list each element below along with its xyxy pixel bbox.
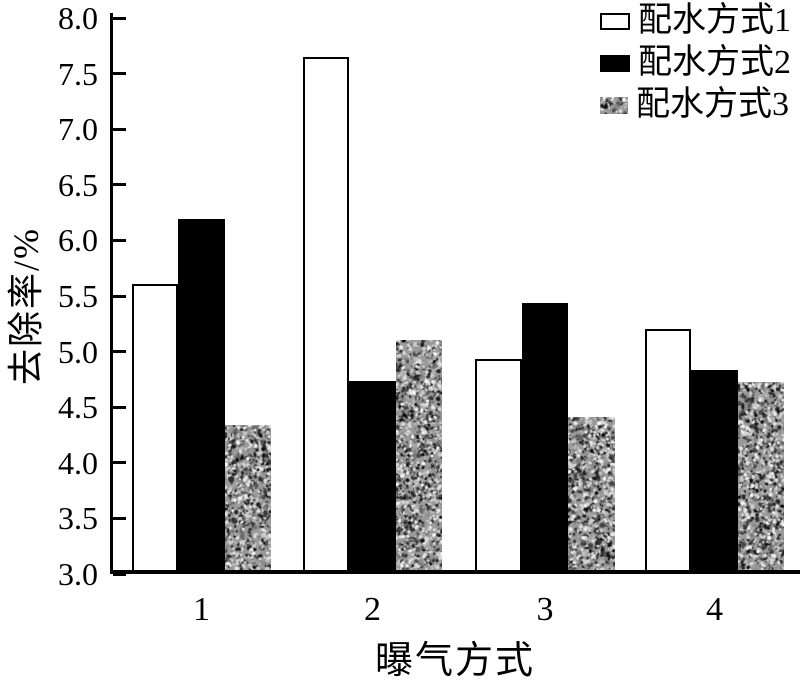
legend-swatch-配水方式1	[600, 13, 630, 30]
y-axis-tick-label: 3.0	[0, 554, 98, 594]
y-axis-tick-label: 4.0	[0, 443, 98, 483]
y-axis-tick-label: 8.0	[0, 0, 98, 38]
bar-配水方式2-cat1	[178, 219, 225, 570]
bar-配水方式3-cat4	[738, 382, 785, 570]
legend-item: 配水方式3	[600, 84, 791, 126]
bar-配水方式1-cat4	[645, 329, 692, 570]
y-axis-tick	[113, 239, 126, 242]
bar-配水方式2-cat3	[522, 303, 569, 570]
y-axis-tick-label: 7.0	[0, 109, 98, 149]
legend-label: 配水方式3	[636, 84, 789, 126]
y-axis-tick-label: 4.5	[0, 387, 98, 427]
bar-配水方式1-cat1	[132, 284, 179, 570]
x-axis-category-label: 2	[333, 590, 413, 630]
x-axis-category-label: 3	[505, 590, 585, 630]
x-axis-category-label: 1	[162, 590, 242, 630]
y-axis-tick	[113, 573, 126, 576]
bar-chart-figure: 去除率/% 3.0 3.5 4.0 4.5 5.0 5.5 6.0 6.5 7.0 7.5 8.0 1…	[0, 0, 800, 687]
legend-swatch-配水方式3	[600, 97, 628, 114]
speckle-texture	[568, 417, 615, 570]
y-axis-tick	[113, 128, 126, 131]
legend-item: 配水方式1	[600, 0, 791, 42]
y-axis-tick	[113, 72, 126, 75]
bar-配水方式1-cat2	[303, 57, 350, 570]
bar-配水方式3-cat1	[225, 425, 272, 570]
speckle-texture	[600, 97, 628, 114]
legend-item: 配水方式2	[600, 42, 791, 84]
y-axis-tick	[113, 406, 126, 409]
y-axis-tick	[113, 461, 126, 464]
speckle-texture	[738, 382, 785, 570]
legend: 配水方式1 配水方式2 配水方式3	[600, 0, 791, 126]
x-axis-category-label: 4	[675, 590, 755, 630]
bar-配水方式2-cat2	[349, 381, 396, 570]
y-axis-tick-label: 6.0	[0, 220, 98, 260]
y-axis-tick	[113, 517, 126, 520]
speckle-texture	[225, 425, 272, 570]
bar-配水方式2-cat4	[691, 370, 738, 570]
y-axis-tick	[113, 295, 126, 298]
y-axis-tick	[113, 17, 126, 20]
legend-label: 配水方式2	[638, 42, 791, 84]
y-axis-tick-label: 3.5	[0, 498, 98, 538]
bar-配水方式1-cat3	[475, 359, 522, 570]
y-axis-tick-label: 7.5	[0, 54, 98, 94]
bar-配水方式3-cat2	[396, 340, 443, 570]
y-axis-tick-label: 5.5	[0, 276, 98, 316]
legend-swatch-配水方式2	[600, 55, 630, 72]
y-axis-tick-label: 5.0	[0, 332, 98, 372]
y-axis-tick	[113, 183, 126, 186]
y-axis-tick	[113, 350, 126, 353]
speckle-texture	[396, 340, 443, 570]
y-axis-tick-label: 6.5	[0, 165, 98, 205]
legend-label: 配水方式1	[638, 0, 791, 42]
bar-配水方式3-cat3	[568, 417, 615, 570]
x-axis-title: 曝气方式	[305, 638, 605, 684]
